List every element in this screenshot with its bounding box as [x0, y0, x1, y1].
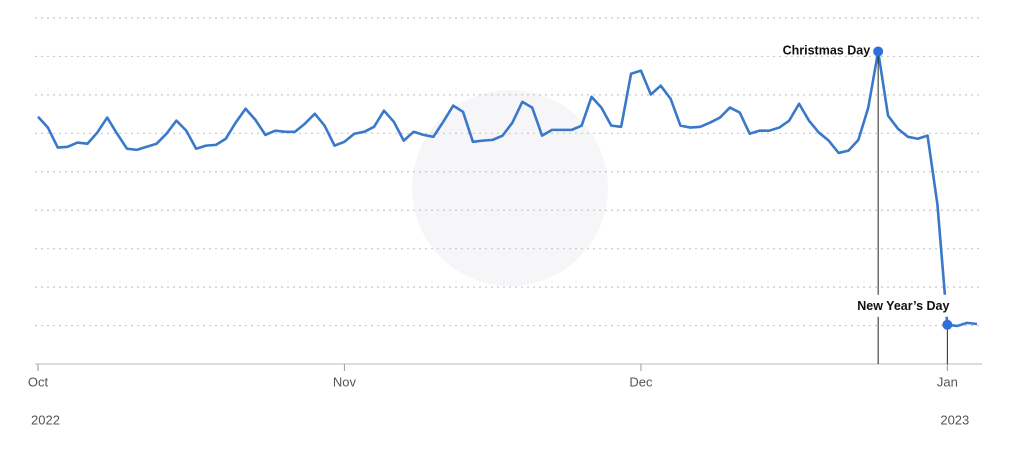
watermark	[412, 90, 608, 286]
annotation-label: New Year’s Day	[857, 299, 949, 313]
x-tick-label: Nov	[333, 374, 357, 389]
annotation-point	[873, 46, 884, 57]
year-label: 2022	[31, 412, 60, 427]
x-tick-label: Jan	[937, 374, 958, 389]
annotation-bg	[847, 294, 983, 317]
x-tick-label: Dec	[629, 374, 653, 389]
annotation-label: Christmas Day	[783, 44, 871, 58]
annotation-point	[942, 319, 953, 330]
x-tick-label: Oct	[28, 374, 49, 389]
line	[37, 50, 978, 328]
year-label: 2023	[940, 412, 969, 427]
